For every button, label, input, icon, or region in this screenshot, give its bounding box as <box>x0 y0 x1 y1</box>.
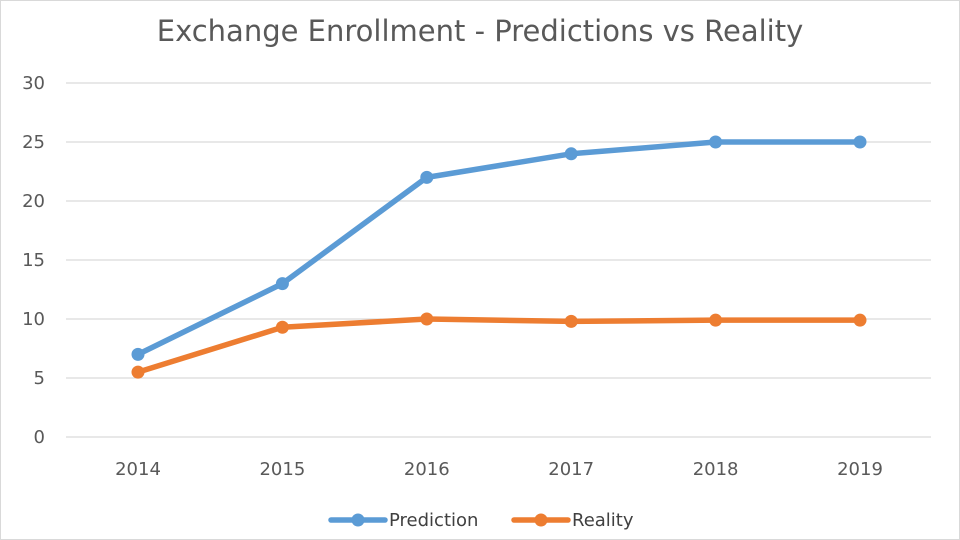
legend-marker <box>351 513 365 527</box>
legend-item-prediction: Prediction <box>328 510 478 531</box>
data-point <box>564 147 578 161</box>
legend-marker <box>534 513 548 527</box>
legend: Prediction Reality <box>328 510 634 531</box>
data-point <box>275 320 289 334</box>
x-axis-tick-labels: 2014 2015 2016 2017 2018 2019 <box>115 459 883 480</box>
gridlines <box>66 82 931 438</box>
x-tick-label: 2017 <box>548 459 594 480</box>
series-line <box>135 139 863 358</box>
series-prediction <box>131 135 867 361</box>
data-point <box>420 170 434 184</box>
y-tick-label: 0 <box>34 427 45 448</box>
data-point <box>853 313 867 327</box>
series-reality <box>131 312 867 379</box>
y-tick-label: 20 <box>22 191 45 212</box>
x-tick-label: 2018 <box>693 459 739 480</box>
x-tick-label: 2014 <box>115 459 161 480</box>
x-tick-label: 2015 <box>259 459 305 480</box>
data-point <box>131 365 145 379</box>
y-tick-label: 30 <box>22 73 45 94</box>
data-point <box>853 135 867 149</box>
data-point <box>131 347 145 361</box>
series-lines <box>131 135 867 379</box>
y-tick-label: 15 <box>22 250 45 271</box>
data-point <box>275 277 289 291</box>
legend-label: Prediction <box>389 510 478 531</box>
data-point <box>709 135 723 149</box>
x-tick-label: 2016 <box>404 459 450 480</box>
data-point <box>420 312 434 326</box>
chart-title: Exchange Enrollment - Predictions vs Rea… <box>157 14 804 48</box>
series-line <box>135 316 863 375</box>
legend-item-reality: Reality <box>511 510 634 531</box>
y-tick-label: 5 <box>34 368 45 389</box>
data-point <box>564 314 578 328</box>
x-tick-label: 2019 <box>837 459 883 480</box>
y-tick-label: 25 <box>22 132 45 153</box>
legend-label: Reality <box>572 510 634 531</box>
y-axis-tick-labels: 0 5 10 15 20 25 30 <box>22 73 45 448</box>
y-tick-label: 10 <box>22 309 45 330</box>
data-point <box>709 313 723 327</box>
